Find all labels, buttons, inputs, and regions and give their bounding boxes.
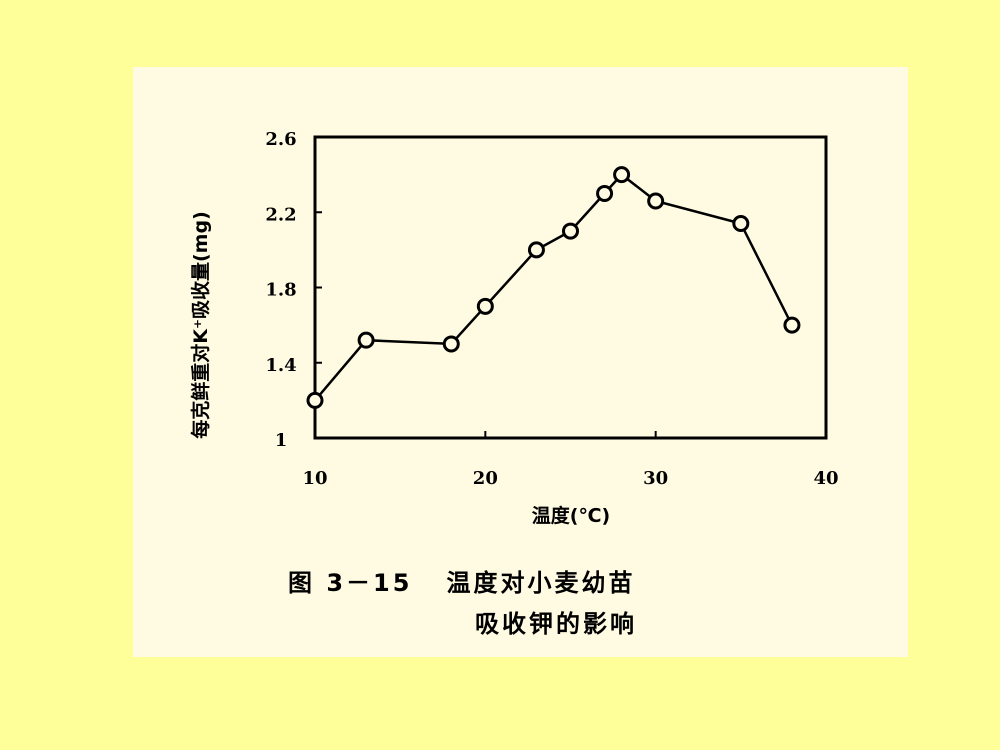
data-point [476, 297, 494, 315]
data-point [732, 215, 750, 233]
x-tick-label: 10 [302, 468, 327, 489]
data-point [596, 184, 614, 202]
y-tick-label: 1.4 [265, 355, 296, 376]
y-tick-label: 1.8 [265, 280, 296, 301]
x-tick-label: 40 [813, 468, 838, 489]
data-point [527, 241, 545, 259]
y-tick-label: 2.6 [265, 129, 296, 150]
y-tick-label: 1 [275, 430, 288, 451]
y-tick-label: 2.2 [265, 204, 296, 225]
plot-frame [313, 135, 828, 440]
x-axis-label: 温度(℃) [532, 504, 610, 527]
figure-caption-line-2: 吸收钾的影响 [475, 610, 637, 638]
x-tick-label: 20 [473, 468, 498, 489]
temperature-potassium-chart: 10 20 30 40 1 1.4 1.8 2.2 2.6 温度(℃) 每克鲜重对K⁺吸收量(m… [189, 129, 839, 527]
series-line [314, 172, 794, 402]
figure-caption-line-1: 图 3－15 温度对小麦幼苗 [288, 569, 636, 597]
data-point [357, 331, 375, 349]
x-tick-label: 30 [643, 468, 668, 489]
y-axis-label: 每克鲜重对K⁺吸收量(mg) [189, 211, 212, 439]
data-point [306, 391, 324, 409]
data-point [783, 316, 801, 334]
figure-panel: 10 20 30 40 1 1.4 1.8 2.2 2.6 温度(℃) 每克鲜重对K⁺吸收量(m… [133, 67, 908, 657]
data-point [613, 166, 631, 184]
data-point [442, 335, 460, 353]
data-point [647, 192, 665, 210]
data-point [562, 222, 579, 240]
